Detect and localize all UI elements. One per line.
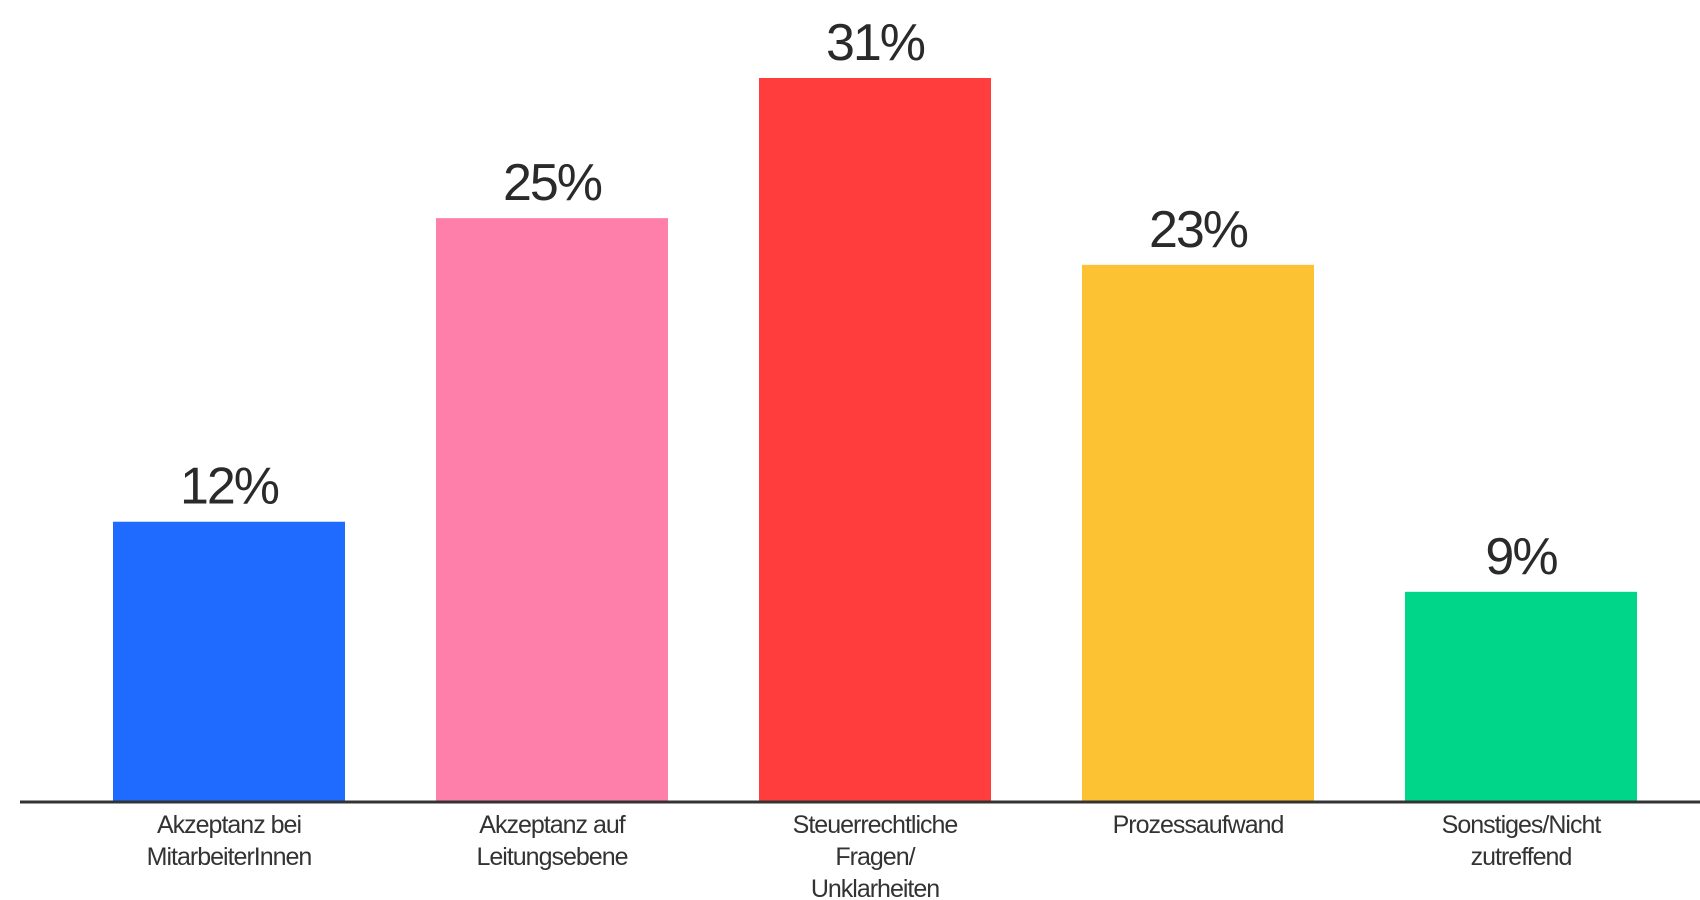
value-label-0: 12%	[180, 458, 279, 516]
category-label-1-line-0: Akzeptanz auf	[479, 811, 625, 839]
category-label-2-line-1: Fragen/	[835, 843, 915, 871]
value-label-4: 9%	[1485, 528, 1557, 586]
value-label-1: 25%	[503, 154, 602, 212]
category-label-4-line-0: Sonstiges/Nicht	[1442, 811, 1602, 839]
category-label-2-line-2: Unklarheiten	[811, 875, 939, 900]
category-label-1: Akzeptanz auf Leitungsebene	[476, 811, 627, 871]
category-label-0-line-1: MitarbeiterInnen	[147, 843, 312, 871]
value-label-2: 31%	[826, 14, 925, 72]
bar-1	[436, 218, 668, 802]
category-label-2: Steuerrechtliche Fragen/Unklarheiten	[793, 811, 958, 900]
category-label-3-line-0: Prozessaufwand	[1113, 811, 1284, 839]
category-label-3: Prozessaufwand	[1113, 811, 1284, 839]
category-label-4: Sonstiges/Nicht zutreffend	[1442, 811, 1602, 871]
category-label-0-line-0: Akzeptanz bei	[157, 811, 301, 839]
category-label-4-line-1: zutreffend	[1471, 843, 1572, 871]
bar-2	[759, 78, 991, 802]
bar-4	[1405, 591, 1637, 802]
value-label-3: 23%	[1149, 201, 1248, 259]
category-labels-layer: Akzeptanz bei MitarbeiterInnen Akzeptanz a…	[147, 811, 1603, 900]
bar-0	[113, 521, 345, 802]
category-label-1-line-1: Leitungsebene	[476, 843, 627, 871]
bars-layer	[113, 78, 1637, 802]
category-label-0: Akzeptanz bei MitarbeiterInnen	[147, 811, 312, 871]
category-label-2-line-0: Steuerrechtliche	[793, 811, 958, 839]
bar-3	[1082, 264, 1314, 802]
value-labels-layer: 12% 25% 31% 23% 9%	[180, 14, 1559, 586]
